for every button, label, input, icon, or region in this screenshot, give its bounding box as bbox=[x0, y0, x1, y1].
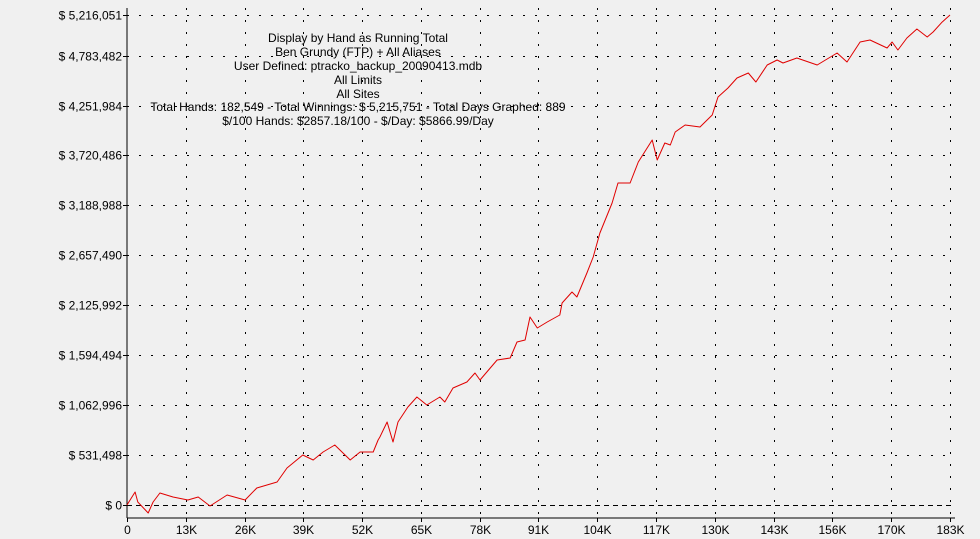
y-tick-label: $ 1,062,996 bbox=[59, 399, 123, 413]
y-tick-label: $ 3,188,988 bbox=[59, 199, 123, 213]
title-line-2: Ben Grundy (FTP) + All Aliases bbox=[275, 45, 441, 59]
y-tick-label: $ 2,657,490 bbox=[59, 249, 123, 263]
title-line-4: All Limits bbox=[334, 73, 382, 87]
x-tick-label: 13K bbox=[176, 523, 197, 537]
x-tick-label: 130K bbox=[701, 523, 729, 537]
y-tick-label: $ 4,783,482 bbox=[59, 50, 123, 64]
y-tick-labels: $ 0 $ 531,498 $ 1,062,996 $ 1,594,494 $ 2,12… bbox=[59, 9, 127, 513]
x-tick-label: 91K bbox=[528, 523, 549, 537]
x-tick-label: 117K bbox=[643, 523, 670, 537]
y-tick-label: $ 3,720,486 bbox=[59, 149, 123, 163]
y-tick-label: $ 5,216,051 bbox=[59, 9, 123, 23]
x-tick-label: 0 bbox=[124, 523, 131, 537]
title-line-3: User Defined: ptracko_backup_20090413.md… bbox=[234, 59, 482, 73]
y-tick-label: $ 4,251,984 bbox=[59, 100, 123, 114]
x-tick-labels: 0 13K 26K 39K 52K 65K 78K 91K 104K 117K 130K 143K 15… bbox=[124, 518, 965, 537]
y-tick-label: $ 1,594,494 bbox=[59, 349, 123, 363]
x-tick-label: 183K bbox=[936, 523, 964, 537]
x-tick-label: 39K bbox=[293, 523, 314, 537]
running-total-line bbox=[126, 14, 951, 514]
title-line-7: $/100 Hands: $2857.18/100 - $/Day: $5866… bbox=[222, 114, 494, 128]
title-line-5: All Sites bbox=[336, 87, 379, 101]
axes bbox=[126, 8, 955, 519]
x-tick-label: 104K bbox=[583, 523, 611, 537]
x-tick-label: 65K bbox=[411, 523, 432, 537]
x-tick-label: 143K bbox=[760, 523, 788, 537]
y-tick-label: $ 531,498 bbox=[69, 449, 123, 463]
x-tick-label: 26K bbox=[235, 523, 256, 537]
title-line-1: Display by Hand as Running Total bbox=[268, 31, 448, 45]
title-line-6: Total Hands: 182,549 - Total Winnings: $… bbox=[150, 100, 565, 114]
y-tick-label: $ 2,125,992 bbox=[59, 299, 123, 313]
x-tick-label: 52K bbox=[352, 523, 373, 537]
x-tick-label: 156K bbox=[818, 523, 846, 537]
grid bbox=[127, 8, 955, 518]
chart-title: Display by Hand as Running Total Ben Gru… bbox=[150, 31, 565, 128]
series bbox=[126, 14, 951, 514]
x-tick-label: 170K bbox=[877, 523, 905, 537]
x-tick-label: 78K bbox=[470, 523, 491, 537]
y-tick-label: $ 0 bbox=[105, 499, 122, 513]
